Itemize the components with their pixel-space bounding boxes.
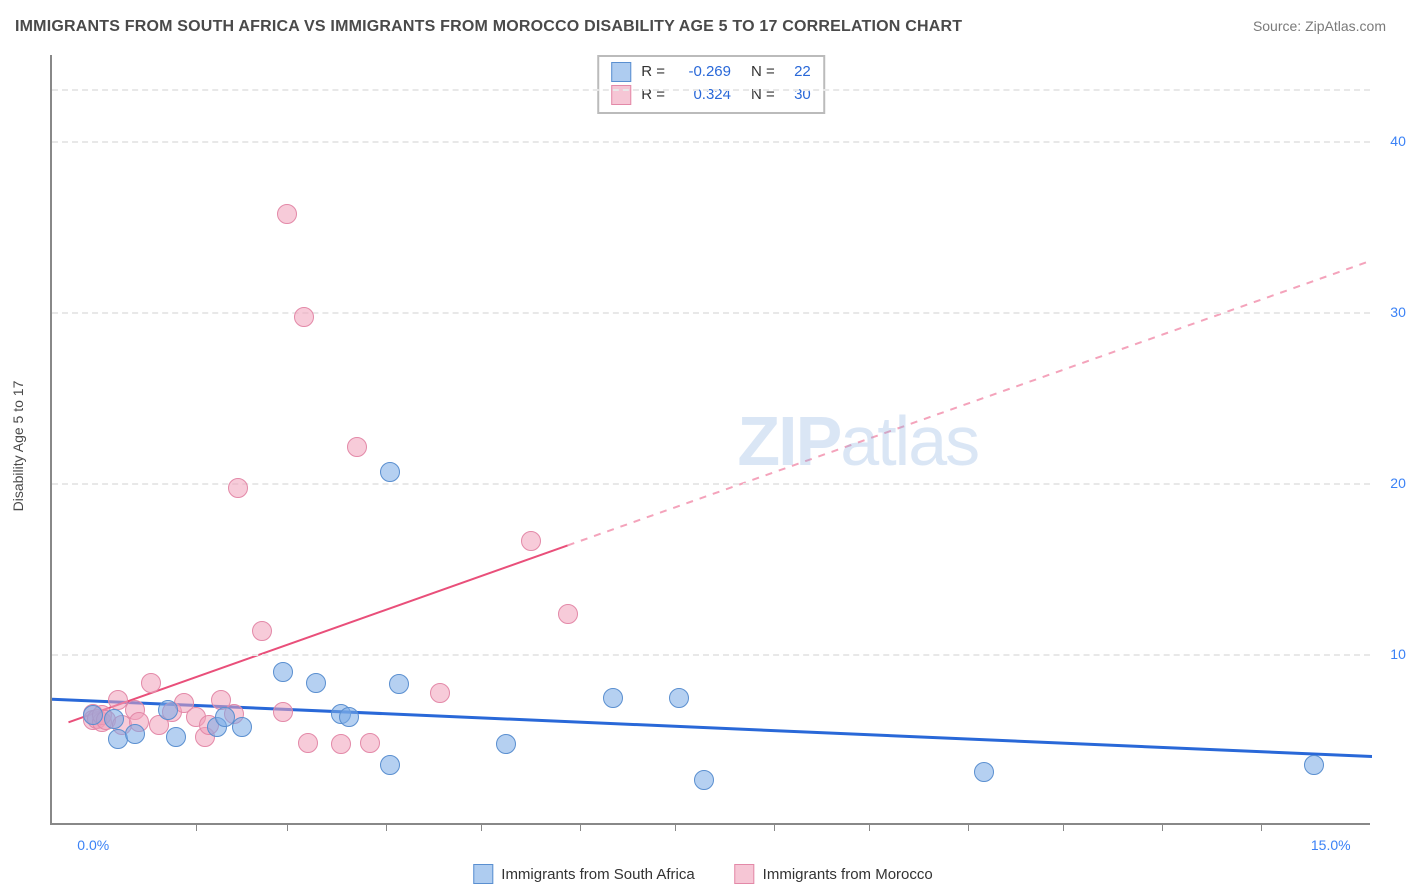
gridline <box>52 483 1370 485</box>
legend-swatch <box>611 62 631 82</box>
trend-lines <box>52 55 1372 825</box>
data-point <box>496 734 516 754</box>
data-point <box>273 662 293 682</box>
legend-n-value: 30 <box>781 84 811 107</box>
x-minor-tick <box>580 823 581 831</box>
legend-swatch <box>611 85 631 105</box>
data-point <box>974 762 994 782</box>
data-point <box>158 700 178 720</box>
data-point <box>380 755 400 775</box>
data-point <box>273 702 293 722</box>
data-point <box>558 604 578 624</box>
legend-r-value: -0.269 <box>671 61 731 84</box>
x-minor-tick <box>774 823 775 831</box>
gridline <box>52 89 1370 91</box>
data-point <box>306 673 326 693</box>
watermark-zip: ZIP <box>737 402 840 480</box>
data-point <box>125 724 145 744</box>
data-point <box>298 733 318 753</box>
legend-n-label: N = <box>751 61 775 84</box>
legend-r-value: 0.324 <box>671 84 731 107</box>
x-minor-tick <box>675 823 676 831</box>
plot-area: ZIPatlas R =-0.269N =22R =0.324N =30 10.… <box>50 55 1370 825</box>
y-tick-label: 30.0% <box>1390 304 1406 320</box>
x-minor-tick <box>287 823 288 831</box>
y-axis-label: Disability Age 5 to 17 <box>10 381 26 512</box>
chart-title: IMMIGRANTS FROM SOUTH AFRICA VS IMMIGRAN… <box>15 18 962 36</box>
watermark: ZIPatlas <box>737 401 978 481</box>
source-label: Source: ZipAtlas.com <box>1253 18 1386 34</box>
data-point <box>331 734 351 754</box>
data-point <box>521 531 541 551</box>
legend-row: R = 0.324 N = 30 <box>611 84 811 107</box>
x-minor-tick <box>196 823 197 831</box>
legend-row: R = -0.269 N = 22 <box>611 61 811 84</box>
legend-r-label: R = <box>641 61 665 84</box>
data-point <box>1304 755 1324 775</box>
data-point <box>360 733 380 753</box>
data-point <box>603 688 623 708</box>
data-point <box>228 478 248 498</box>
legend-n-value: 22 <box>781 61 811 84</box>
x-minor-tick <box>1063 823 1064 831</box>
data-point <box>669 688 689 708</box>
x-minor-tick <box>1162 823 1163 831</box>
gridline <box>52 312 1370 314</box>
watermark-atlas: atlas <box>840 402 978 480</box>
data-point <box>380 462 400 482</box>
gridline <box>52 654 1370 656</box>
x-minor-tick <box>1261 823 1262 831</box>
data-point <box>252 621 272 641</box>
data-point <box>83 705 103 725</box>
legend-item: Immigrants from South Africa <box>473 864 694 884</box>
x-minor-tick <box>968 823 969 831</box>
x-minor-tick <box>386 823 387 831</box>
legend-n-label: N = <box>751 84 775 107</box>
legend-swatch <box>735 864 755 884</box>
legend-swatch <box>473 864 493 884</box>
data-point <box>232 717 252 737</box>
data-point <box>339 707 359 727</box>
legend-label: Immigrants from South Africa <box>501 866 694 883</box>
data-point <box>277 204 297 224</box>
data-point <box>166 727 186 747</box>
x-tick-label: 15.0% <box>1311 837 1351 853</box>
data-point <box>430 683 450 703</box>
y-tick-label: 10.0% <box>1390 646 1406 662</box>
data-point <box>347 437 367 457</box>
y-tick-label: 40.0% <box>1390 133 1406 149</box>
y-tick-label: 20.0% <box>1390 475 1406 491</box>
legend-item: Immigrants from Morocco <box>735 864 933 884</box>
x-minor-tick <box>481 823 482 831</box>
x-tick-label: 0.0% <box>77 837 109 853</box>
data-point <box>389 674 409 694</box>
series-legend: Immigrants from South Africa Immigrants f… <box>473 864 932 884</box>
correlation-legend: R = -0.269 N = 22 R = 0.324 N = 30 <box>597 55 825 114</box>
data-point <box>141 673 161 693</box>
x-minor-tick <box>869 823 870 831</box>
gridline <box>52 141 1370 143</box>
data-point <box>294 307 314 327</box>
data-point <box>104 709 124 729</box>
data-point <box>694 770 714 790</box>
legend-label: Immigrants from Morocco <box>763 866 933 883</box>
legend-r-label: R = <box>641 84 665 107</box>
